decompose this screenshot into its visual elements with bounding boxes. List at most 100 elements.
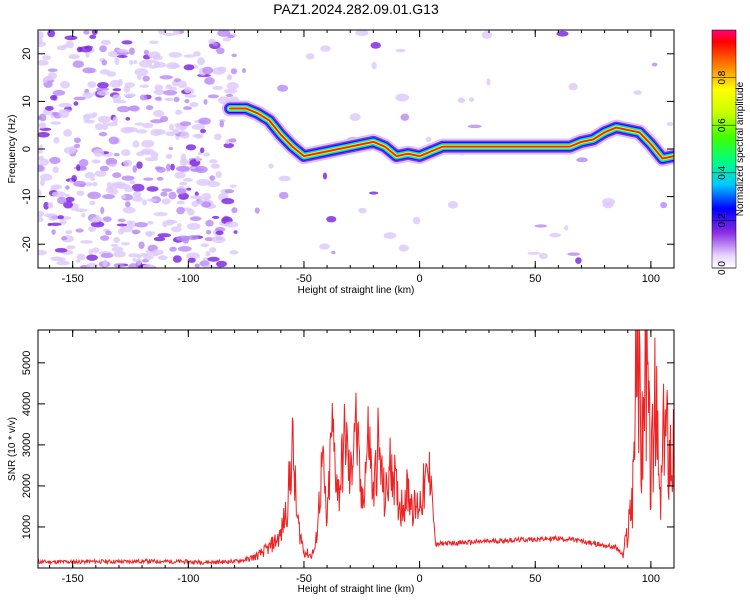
spectrogram-noise-blob <box>102 259 108 267</box>
spectrogram-noise-blob <box>101 59 108 66</box>
spectrogram-noise-blob <box>63 129 72 137</box>
spectrogram-noise-blob <box>143 177 154 181</box>
spectrogram-noise-blob <box>53 136 60 144</box>
spectrogram-noise-blob <box>567 252 580 256</box>
spectrogram-noise-blob <box>191 200 199 208</box>
spectrogram-noise-blob <box>183 106 192 111</box>
spectrogram-noise-blob <box>64 193 70 198</box>
spectrogram-noise-blob <box>58 109 72 113</box>
spectrogram-noise-blob <box>159 75 173 80</box>
spectrogram-noise-blob <box>568 82 578 91</box>
spectrogram-noise-blob <box>98 115 111 124</box>
spectrogram-noise-blob <box>209 247 217 253</box>
spectrogram-noise-blob <box>59 219 67 225</box>
spectrogram-noise-blob <box>132 140 140 148</box>
snr-frame <box>37 329 675 569</box>
spectrogram-noise-blob <box>38 189 42 197</box>
spectrogram-noise-blob <box>146 186 159 192</box>
spectrogram-noise-blob <box>121 175 135 181</box>
spectrogram-noise-blob <box>109 186 114 190</box>
spectrogram-noise-blob <box>45 105 54 111</box>
spectrogram-noise-blob <box>601 197 616 206</box>
spectrogram-x-tick-label: -50 <box>296 273 312 285</box>
spectrogram-noise-blob <box>481 31 493 39</box>
spectrogram-noise-blob <box>320 45 331 52</box>
spectrogram-noise-blob <box>176 188 187 195</box>
spectrogram-noise-blob <box>42 55 52 61</box>
colorbar-gradient <box>711 29 737 269</box>
spectrogram-noise-blob <box>204 77 215 85</box>
spectrogram-noise-blob <box>57 196 67 205</box>
spectrogram-noise-blob <box>90 218 100 223</box>
spectrogram-noise-blob <box>189 216 202 222</box>
spectrogram-noise-blob <box>322 172 328 180</box>
spectrogram-noise-blob <box>180 131 190 139</box>
spectrogram-noise-blob <box>135 254 143 259</box>
spectrogram-noise-blob <box>207 94 220 99</box>
spectrogram-noise-blob <box>156 176 164 181</box>
spectrogram-noise-blob <box>100 39 112 46</box>
snr-y-tick-label: 3000 <box>21 433 33 457</box>
spectrogram-noise-blob <box>89 34 97 40</box>
spectrogram-noise-blob <box>660 201 668 209</box>
spectrogram-noise-blob <box>211 235 226 244</box>
spectrogram-noise-blob <box>202 66 214 75</box>
spectrogram-noise-blob <box>38 155 45 161</box>
spectrogram-noise-blob <box>173 30 181 35</box>
spectrogram-noise-blob <box>205 229 212 235</box>
spectrogram-noise-blob <box>108 136 119 145</box>
spectrogram-noise-blob <box>395 48 406 53</box>
spectrogram-noise-blob <box>128 47 135 55</box>
snr-y-tick-label: 4000 <box>21 392 33 416</box>
spectrogram-noise-blob <box>157 255 168 261</box>
spectrogram-noise-blob <box>76 190 85 196</box>
spectrogram-x-tick-label: 50 <box>529 273 541 285</box>
spectrogram-noise-blob <box>131 229 141 235</box>
spectrogram-noise-blob <box>38 59 49 66</box>
spectrogram-noise-blob <box>233 230 238 234</box>
snr-x-tick-label: -100 <box>177 573 199 585</box>
spectrogram-noise-blob <box>154 96 162 101</box>
spectrogram-noise-blob <box>38 31 44 40</box>
spectrogram-noise-blob <box>319 243 330 250</box>
spectrogram-noise-blob <box>208 38 216 45</box>
spectrogram-noise-blob <box>208 159 218 164</box>
spectrogram-noise-blob <box>215 260 228 268</box>
spectrogram-noise-blob <box>165 163 171 172</box>
spectrogram-noise-blob <box>165 219 175 226</box>
spectrogram-noise-blob <box>66 245 76 250</box>
spectrogram-noise-blob <box>73 180 87 187</box>
spectrogram-noise-blob <box>229 250 239 255</box>
spectrogram-noise-blob <box>331 250 336 255</box>
spectrogram-noise-blob <box>72 60 85 68</box>
spectrogram-noise-blob <box>224 189 235 194</box>
spectrogram-noise-blob <box>111 246 124 252</box>
spectrogram-noise-blob <box>75 259 81 263</box>
spectrogram-noise-blob <box>400 113 410 121</box>
spectrogram-noise-blob <box>174 171 186 179</box>
spectrogram-noise-blob <box>575 257 582 264</box>
spectrogram-noise-blob <box>134 68 149 76</box>
spectrogram-x-tick-label: -100 <box>177 273 199 285</box>
spectrogram-noise-blob <box>241 68 247 74</box>
spectrogram-noise-blob <box>395 93 410 102</box>
spectrogram-noise-blob <box>118 78 123 87</box>
spectrogram-noise-blob <box>210 163 221 169</box>
spectrogram-noise-blob <box>80 240 93 244</box>
spectrogram-noise-blob <box>172 255 182 263</box>
spectrogram-noise-blob <box>199 260 210 267</box>
spectrogram-noise-blob <box>200 243 209 248</box>
spectrogram-noise-blob <box>165 131 176 137</box>
spectrogram-noise-blob <box>190 195 203 199</box>
spectrogram-noise-blob <box>132 191 142 198</box>
spectrogram-noise-blob <box>126 220 133 226</box>
spectrogram-noise-blob <box>94 123 104 131</box>
spectrogram-noise-blob <box>165 153 173 159</box>
spectrogram-noise-blob <box>142 264 155 268</box>
spectrogram-noise-blob <box>180 153 187 162</box>
spectrogram-noise-blob <box>163 89 178 96</box>
spectrogram-noise-blob <box>231 207 238 214</box>
spectrogram-noise-blob <box>91 247 100 254</box>
spectrogram-noise-blob <box>68 54 80 60</box>
